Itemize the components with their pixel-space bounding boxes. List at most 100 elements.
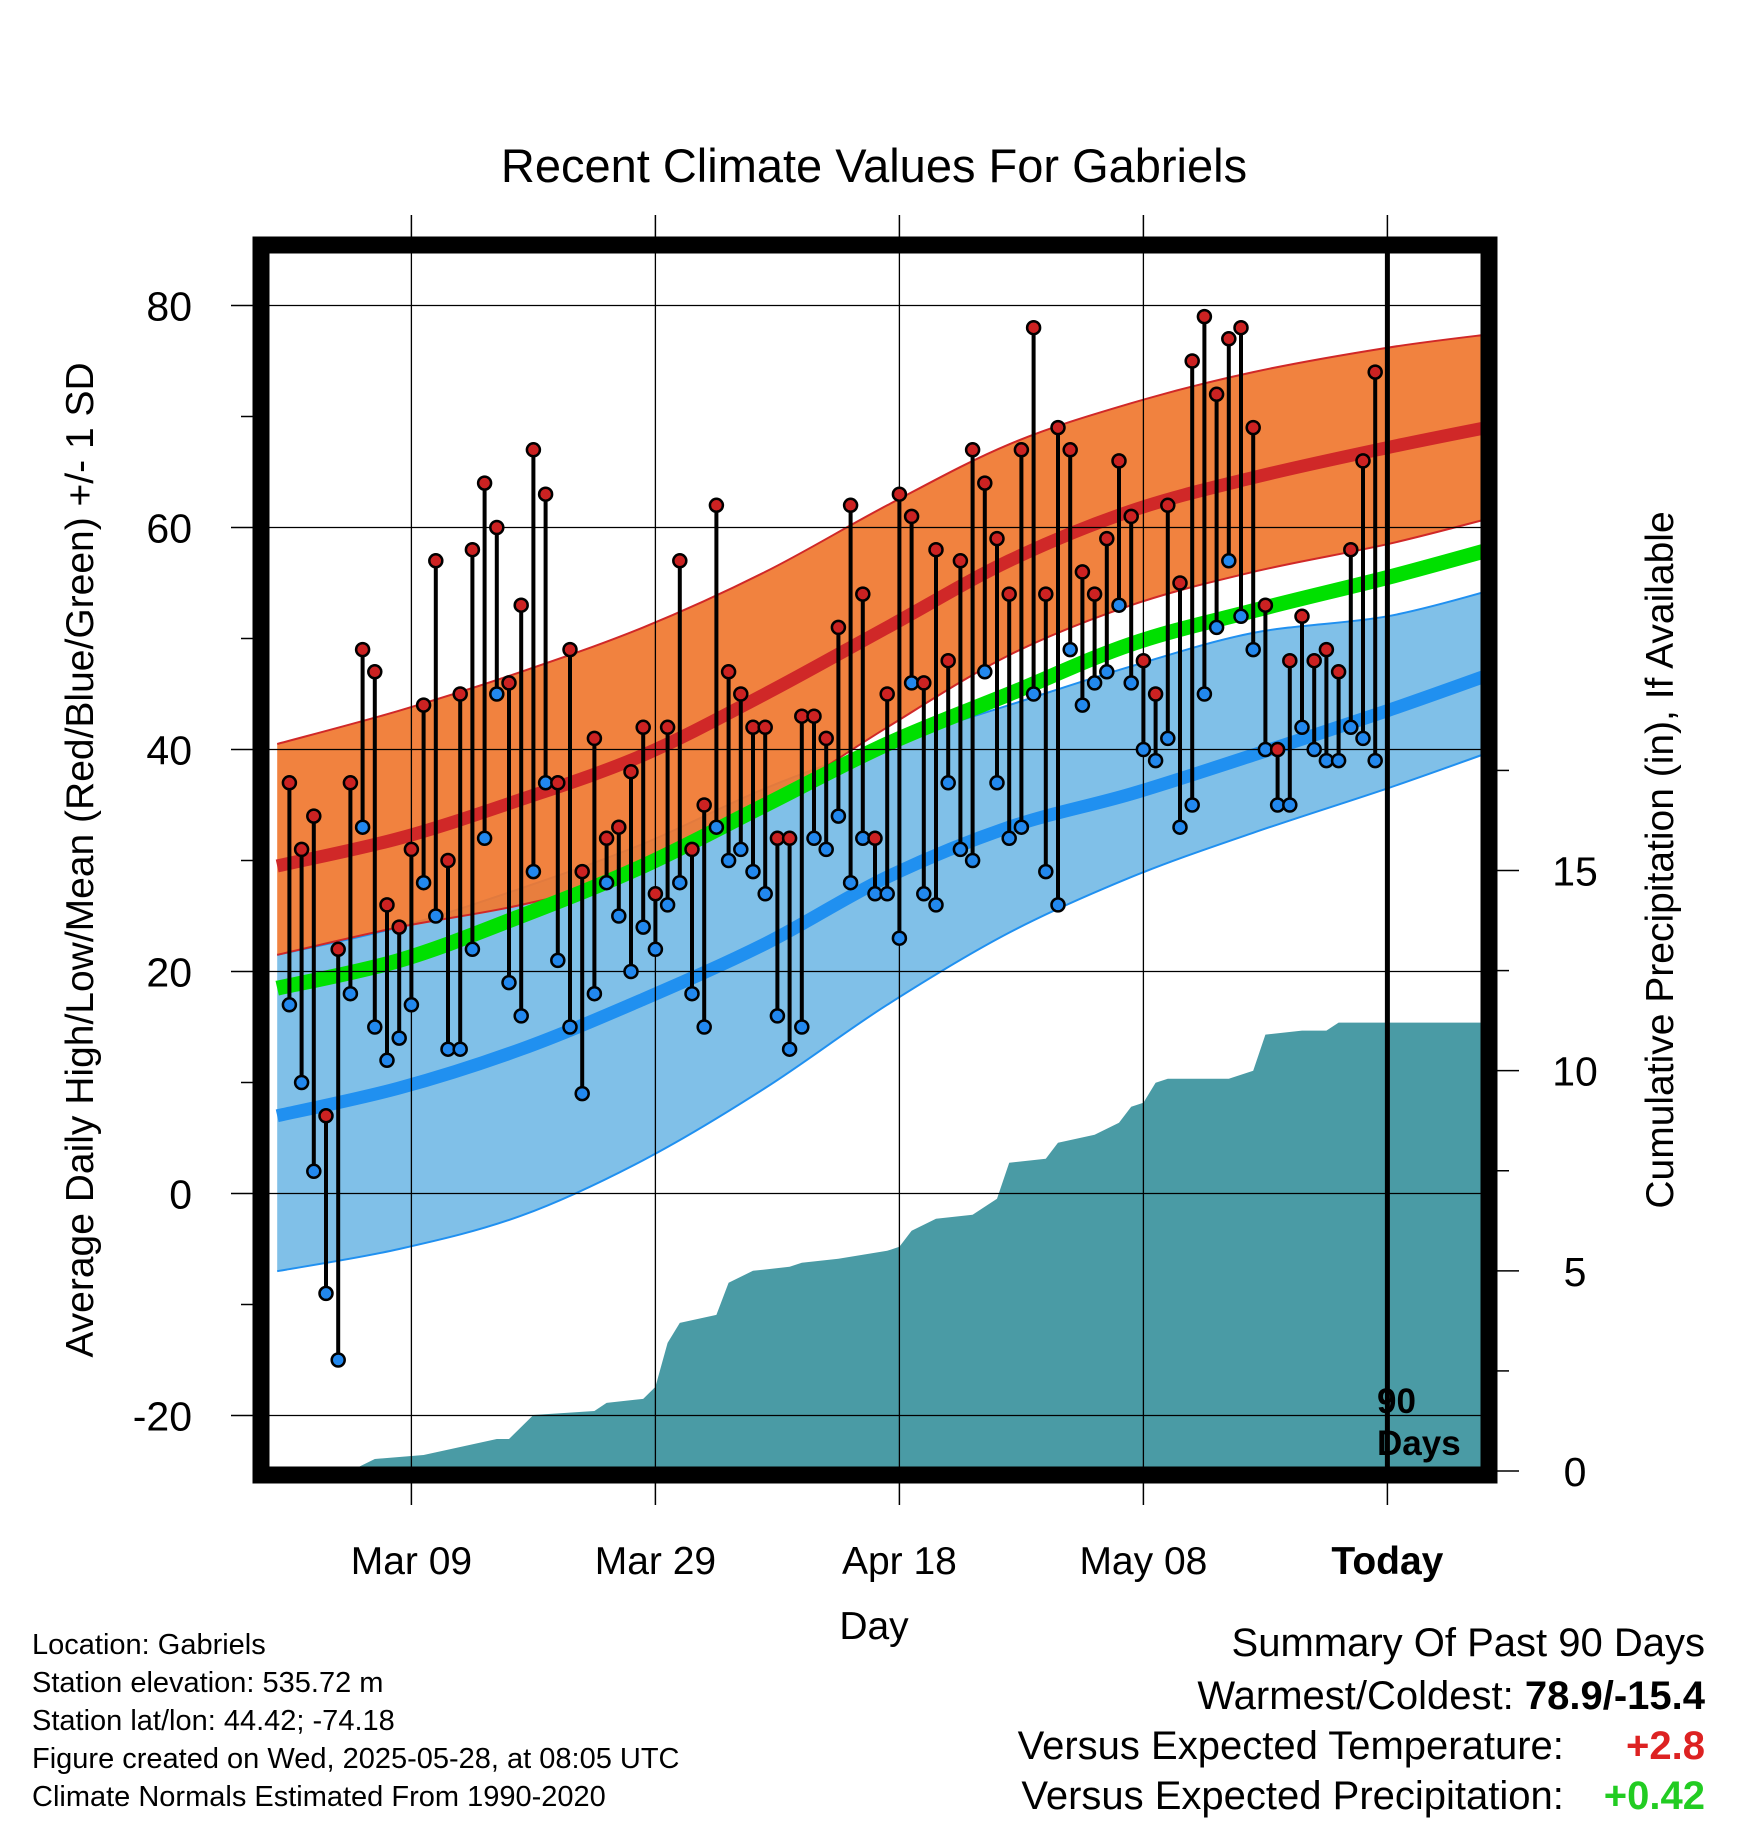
daily-high-point [1245, 419, 1261, 436]
daily-low-point [830, 808, 847, 824]
daily-low-point [1001, 830, 1017, 847]
warmest-coldest-value: 78.9/-15.4 [1524, 1674, 1705, 1718]
daily-high-point [977, 475, 993, 491]
daily-high-point [1062, 442, 1078, 458]
daily-low-point [1013, 819, 1030, 835]
daily-low-point [476, 830, 493, 847]
daily-high-point [1269, 741, 1286, 758]
daily-high-point [281, 775, 298, 791]
daily-low-point [1111, 597, 1127, 613]
daily-low-point [611, 908, 627, 924]
climate-normals-note: Climate Normals Estimated From 1990-2020 [32, 1781, 606, 1813]
daily-high-point [318, 1108, 334, 1124]
daily-low-point [342, 985, 359, 1002]
y2-axis-label: Cumulative Precipitation (in), If Availa… [1639, 511, 1682, 1208]
daily-high-point [879, 686, 895, 702]
daily-high-point [1196, 308, 1213, 325]
daily-low-point [623, 963, 639, 980]
daily-low-point [379, 1052, 395, 1069]
normal-high-line [275, 421, 1485, 873]
daily-high-point [903, 508, 920, 525]
y-tick-label: 40 [146, 728, 192, 774]
daily-high-point [1343, 541, 1359, 558]
daily-low-point [684, 985, 700, 1002]
daily-high-point [1306, 652, 1322, 669]
daily-high-point [647, 886, 664, 902]
figure-created: Figure created on Wed, 2025-05-28, at 08… [32, 1743, 680, 1775]
daily-high-point [830, 619, 847, 636]
daily-high-point [598, 830, 615, 847]
daily-high-point [1318, 641, 1335, 658]
daily-low-point [330, 1352, 346, 1368]
daily-low-point [916, 886, 932, 902]
daily-low-point [403, 997, 420, 1013]
daily-high-point [1367, 364, 1383, 380]
daily-high-point [1025, 319, 1042, 336]
daily-high-point [306, 808, 322, 824]
y-tick-label: -20 [133, 1394, 192, 1440]
daily-high-point [379, 897, 395, 913]
daily-low-point [293, 1074, 310, 1091]
daily-high-point [1135, 652, 1152, 669]
daily-high-point [403, 841, 420, 858]
daily-high-point [1099, 530, 1115, 547]
daily-high-point [659, 719, 676, 736]
daily-high-point [428, 553, 444, 569]
daily-high-point [781, 830, 798, 847]
daily-low-point [1221, 553, 1237, 569]
x-tick-label: Mar 29 [595, 1540, 716, 1583]
daily-low-point [977, 664, 993, 680]
daily-high-point [476, 475, 493, 491]
daily-high-point [1013, 442, 1030, 458]
chart-title: Recent Climate Values For Gabriels [501, 139, 1247, 192]
daily-high-point [1221, 331, 1237, 347]
daily-high-point [623, 763, 639, 780]
daily-high-point [1086, 586, 1103, 602]
daily-low-point [696, 1019, 712, 1035]
summary-heading: Summary Of Past 90 Days [1231, 1621, 1705, 1665]
daily-high-point [440, 852, 456, 869]
daily-low-point [1062, 641, 1078, 658]
daily-low-point [720, 852, 737, 869]
daily-high-point [1282, 652, 1298, 669]
plot-area [265, 250, 1485, 1470]
daily-low-point [940, 775, 956, 791]
precipitation-anomaly-value: +0.42 [1603, 1774, 1705, 1818]
daily-low-point [1147, 752, 1164, 769]
daily-high-point [586, 730, 603, 747]
daily-low-point [1330, 752, 1347, 769]
daily-low-point [1208, 619, 1225, 636]
daily-low-point [635, 919, 651, 935]
daily-low-point [794, 1019, 810, 1035]
today-label-days-word: Days [1377, 1424, 1461, 1463]
y2-tick-label: 10 [1552, 1049, 1598, 1095]
daily-low-point [1294, 719, 1310, 736]
daily-high-point [1330, 664, 1347, 680]
daily-low-point [1184, 797, 1200, 813]
low-sd-lower-edge [277, 752, 1485, 1273]
daily-high-point [367, 664, 383, 680]
daily-high-point [1294, 608, 1310, 625]
daily-low-point [989, 775, 1005, 791]
daily-low-point [598, 874, 615, 891]
daily-high-point [513, 597, 529, 613]
precipitation-anomaly-label: Versus Expected Precipitation: [1021, 1774, 1564, 1818]
cumulative-precipitation [352, 1022, 1485, 1470]
station-elevation: Station elevation: 535.72 m [32, 1667, 384, 1699]
daily-high-point [1208, 386, 1225, 403]
daily-low-point [281, 997, 298, 1013]
daily-high-point [293, 841, 310, 858]
daily-high-point [940, 652, 956, 669]
daily-high-point [806, 708, 822, 724]
daily-low-point [306, 1163, 322, 1180]
daily-high-point [1184, 353, 1200, 369]
daily-low-point [928, 897, 944, 913]
station-location: Location: Gabriels [32, 1629, 266, 1661]
y-tick-label: 20 [146, 950, 192, 996]
daily-high-point [562, 641, 578, 658]
daily-high-point [1001, 586, 1017, 602]
daily-low-point [733, 841, 749, 858]
daily-low-point [1355, 730, 1371, 747]
daily-low-point [452, 1041, 468, 1057]
low-sd-band [277, 591, 1485, 1272]
